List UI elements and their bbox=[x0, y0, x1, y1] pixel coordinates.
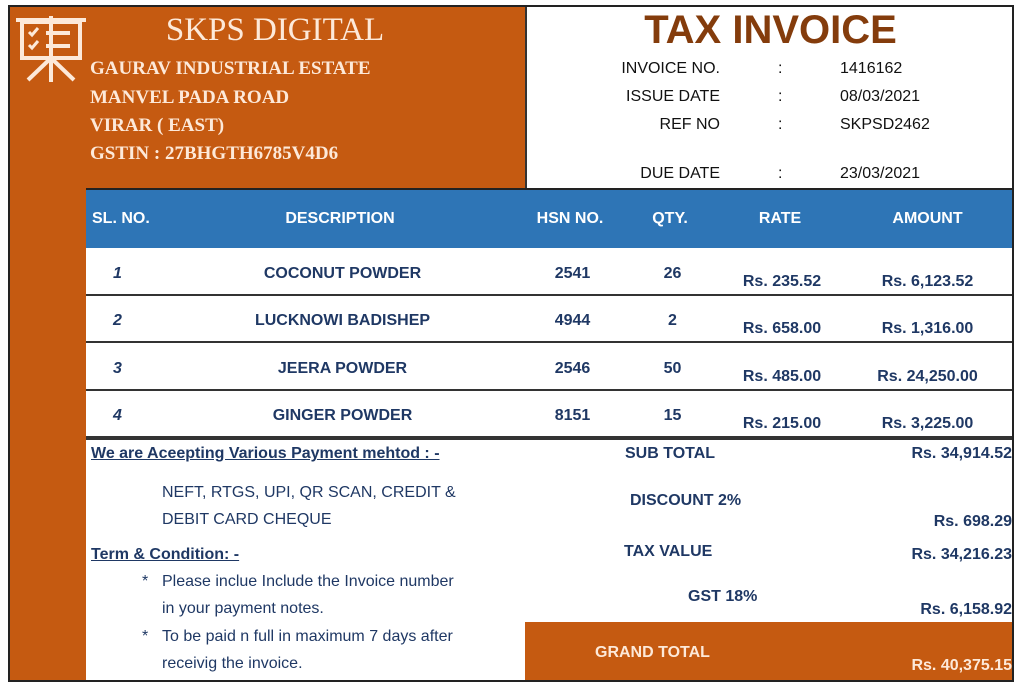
discount-value: Rs. 698.29 bbox=[933, 513, 1012, 530]
row-hsn: 2546 bbox=[554, 360, 591, 377]
side-strip bbox=[10, 188, 86, 681]
gst-label: GST 18% bbox=[688, 588, 758, 605]
row-description: COCONUT POWDER bbox=[263, 265, 422, 282]
row-rate: Rs. 485.00 bbox=[742, 368, 822, 385]
payment-methods: NEFT, RTGS, UPI, QR SCAN, CREDIT & bbox=[162, 484, 456, 501]
issue-date-label: ISSUE DATE bbox=[626, 88, 720, 105]
bullet: * bbox=[142, 628, 149, 645]
table-row bbox=[86, 250, 1014, 296]
row-qty: 15 bbox=[663, 407, 682, 424]
gstin: GSTIN : 27BHGTH6785V4D6 bbox=[90, 143, 339, 164]
row-hsn: 8151 bbox=[554, 407, 591, 424]
separator: : bbox=[778, 116, 783, 133]
row-amount: Rs. 3,225.00 bbox=[881, 415, 974, 432]
invoice-no-label: INVOICE NO. bbox=[621, 60, 720, 77]
address-line: MANVEL PADA ROAD bbox=[90, 87, 290, 108]
separator: : bbox=[778, 88, 783, 105]
gst-value: Rs. 6,158.92 bbox=[920, 601, 1012, 618]
separator: : bbox=[778, 60, 783, 77]
row-qty: 50 bbox=[663, 360, 682, 377]
col-qty: QTY. bbox=[652, 210, 688, 227]
tax-value: Rs. 34,216.23 bbox=[911, 546, 1012, 563]
row-sl-no: 3 bbox=[113, 360, 122, 377]
invoice-no-value: 1416162 bbox=[840, 60, 903, 77]
payment-methods: DEBIT CARD CHEQUE bbox=[162, 511, 332, 528]
col-hsn: HSN NO. bbox=[536, 210, 604, 227]
grand-total-panel bbox=[525, 622, 1014, 681]
col-rate: RATE bbox=[758, 210, 802, 227]
row-hsn: 4944 bbox=[554, 312, 591, 329]
invoice-title: TAX INVOICE bbox=[644, 8, 897, 52]
company-name: SKPS DIGITAL bbox=[165, 12, 385, 48]
term-item: in your payment notes. bbox=[162, 600, 324, 617]
address-line: GAURAV INDUSTRIAL ESTATE bbox=[90, 58, 371, 79]
separator: : bbox=[778, 165, 783, 182]
terms-heading-text: Term & Condition: - bbox=[91, 546, 240, 563]
terms-heading: Term & Condition: - bbox=[91, 546, 239, 564]
term-item: To be paid n full in maximum 7 days afte… bbox=[162, 628, 453, 645]
term-item: receivig the invoice. bbox=[162, 655, 303, 672]
due-date-value: 23/03/2021 bbox=[840, 165, 921, 182]
payment-heading-text: We are Aceepting Various Payment mehtod … bbox=[91, 445, 440, 462]
company-panel bbox=[10, 7, 525, 188]
row-amount: Rs. 1,316.00 bbox=[881, 320, 974, 337]
row-description: JEERA POWDER bbox=[277, 360, 408, 377]
row-sl-no: 1 bbox=[113, 265, 122, 282]
ref-no-value: SKPSD2462 bbox=[840, 116, 930, 133]
sub-total-value: Rs. 34,914.52 bbox=[911, 445, 1012, 462]
invoice-frame bbox=[8, 5, 1014, 682]
col-description: DESCRIPTION bbox=[285, 210, 395, 227]
grand-total-value: Rs. 40,375.15 bbox=[911, 657, 1012, 674]
row-rate: Rs. 658.00 bbox=[742, 320, 822, 337]
row-sl-no: 2 bbox=[113, 312, 122, 329]
divider bbox=[525, 7, 527, 188]
table-header bbox=[86, 188, 1014, 248]
row-rate: Rs. 215.00 bbox=[742, 415, 822, 432]
row-rate: Rs. 235.52 bbox=[742, 273, 822, 290]
table-row bbox=[86, 297, 1014, 343]
tax-value-label: TAX VALUE bbox=[624, 543, 713, 560]
due-date-label: DUE DATE bbox=[640, 165, 720, 182]
presentation-board-checklist-icon bbox=[16, 16, 86, 82]
col-amount: AMOUNT bbox=[892, 210, 963, 227]
row-hsn: 2541 bbox=[554, 265, 591, 282]
col-sl-no: SL. NO. bbox=[92, 210, 150, 227]
sub-total-label: SUB TOTAL bbox=[625, 445, 716, 462]
payment-heading: We are Aceepting Various Payment mehtod … bbox=[91, 445, 440, 463]
row-amount: Rs. 6,123.52 bbox=[881, 273, 974, 290]
bullet: * bbox=[142, 573, 149, 590]
table-row bbox=[86, 345, 1014, 391]
table-row bbox=[86, 392, 1014, 438]
grand-total-label: GRAND TOTAL bbox=[595, 644, 710, 661]
divider bbox=[86, 438, 1014, 440]
row-description: LUCKNOWI BADISHEP bbox=[254, 312, 431, 329]
term-item: Please inclue Include the Invoice number bbox=[162, 573, 454, 590]
row-amount: Rs. 24,250.00 bbox=[877, 368, 978, 385]
issue-date-value: 08/03/2021 bbox=[840, 88, 921, 105]
row-description: GINGER POWDER bbox=[272, 407, 413, 424]
discount-label: DISCOUNT 2% bbox=[630, 492, 742, 509]
ref-no-label: REF NO bbox=[659, 116, 720, 133]
address-line: VIRAR ( EAST) bbox=[90, 115, 225, 136]
row-qty: 26 bbox=[663, 265, 682, 282]
row-qty: 2 bbox=[668, 312, 677, 329]
row-sl-no: 4 bbox=[113, 407, 122, 424]
